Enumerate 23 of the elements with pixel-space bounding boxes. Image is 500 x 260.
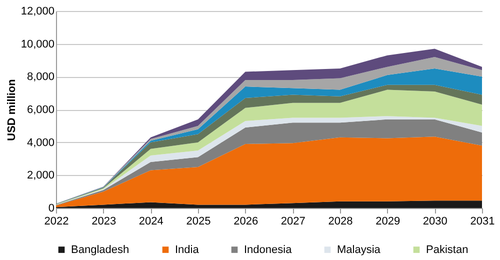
- x-tick-label: 2026: [234, 216, 258, 228]
- y-tick-label: 8,000: [26, 71, 54, 84]
- legend-label: Bangladesh: [71, 244, 130, 256]
- x-tick-label: 2024: [138, 216, 164, 228]
- x-tick-label: 2022: [44, 216, 69, 228]
- y-tick-label: 2,000: [26, 170, 54, 182]
- y-tick-label: 0: [48, 202, 54, 214]
- x-tick-label: 2023: [92, 216, 116, 228]
- x-tick-label: 2028: [328, 216, 353, 228]
- y-tick-label: 10,000: [20, 38, 54, 50]
- legend-label: Pakistan: [426, 244, 468, 256]
- x-tick-label: 2027: [280, 216, 306, 228]
- x-tick-label: 2031: [470, 216, 495, 228]
- y-tick-label: 6,000: [26, 104, 54, 116]
- legend-label: Indonesia: [244, 244, 293, 256]
- legend-label: Malaysia: [337, 244, 382, 256]
- y-tick-label: 4,000: [26, 136, 54, 149]
- y-axis-title: USD million: [6, 78, 18, 141]
- x-tick-label: 2030: [422, 216, 448, 228]
- x-tick-label: 2025: [186, 216, 211, 228]
- x-tick-label: 2029: [376, 216, 400, 228]
- legend-label: India: [175, 244, 200, 256]
- y-tick-label: 12,000: [20, 6, 54, 18]
